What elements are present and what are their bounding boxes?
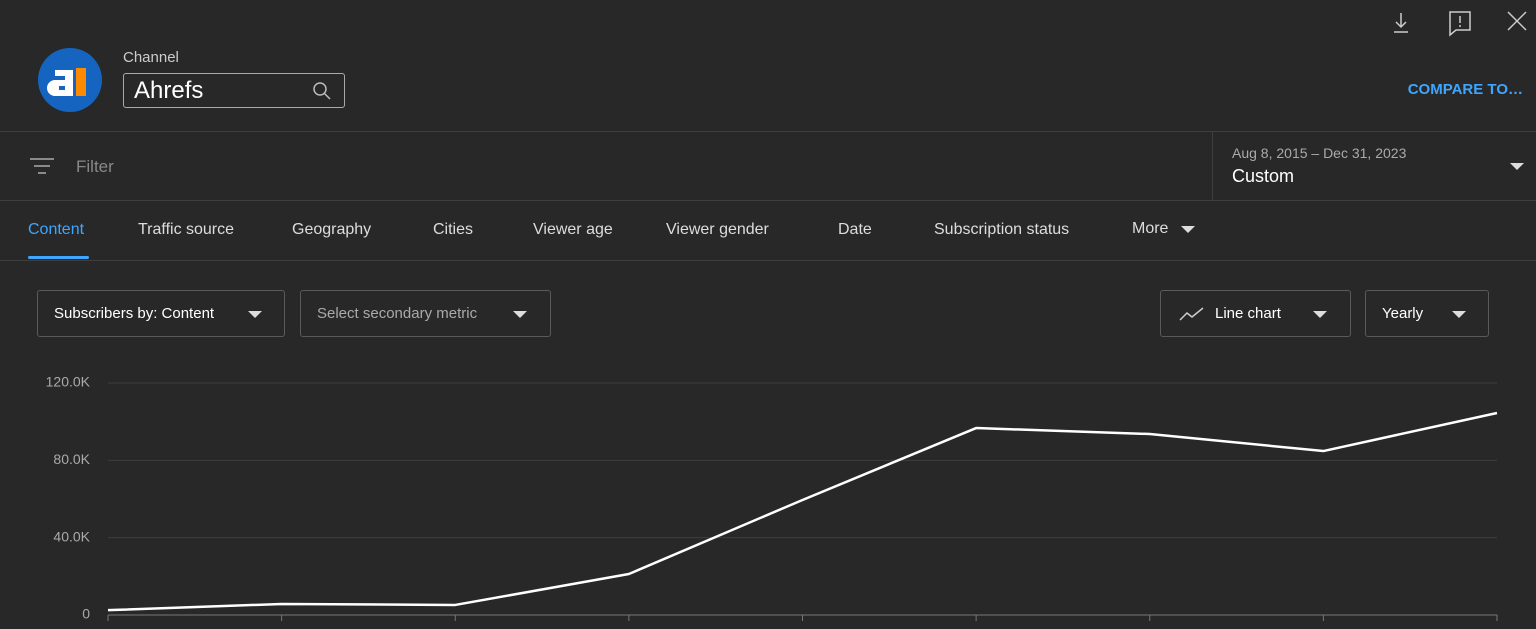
channel-avatar: [38, 48, 102, 112]
y-tick-label: 120.0K: [46, 374, 91, 390]
date-range: Aug 8, 2015 – Dec 31, 2023: [1232, 145, 1407, 161]
caret: [248, 311, 262, 318]
divider: [0, 260, 1536, 261]
y-tick-label: 80.0K: [53, 451, 90, 467]
filter-icon[interactable]: [30, 156, 54, 176]
secondary-dropdown[interactable]: Select secondary metric: [300, 290, 551, 337]
y-tick-label: 40.0K: [53, 528, 90, 544]
search-icon[interactable]: [312, 81, 332, 101]
chart-type-label: Line chart: [1215, 305, 1281, 322]
filter-input[interactable]: Filter: [76, 157, 114, 176]
tab[interactable]: Geography: [292, 221, 372, 238]
window-icons: [1394, 11, 1527, 37]
date-preset[interactable]: Custom: [1232, 166, 1295, 186]
chart: 0 40.0K 80.0K 120.0K: [46, 374, 1498, 622]
channel-search[interactable]: Ahrefs: [123, 73, 345, 108]
divider: [0, 200, 1536, 201]
caret: [1452, 311, 1466, 318]
compare-button[interactable]: COMPARE TO…: [1407, 81, 1523, 98]
y-tick-label: 0: [82, 606, 90, 622]
caret: [1313, 311, 1327, 318]
caret: [513, 311, 527, 318]
period-dropdown[interactable]: Yearly: [1365, 290, 1489, 337]
tab[interactable]: Traffic source: [138, 221, 235, 238]
divider: [0, 131, 1536, 132]
channel-name: Ahrefs: [134, 77, 204, 104]
feedback-icon[interactable]: [1449, 11, 1471, 37]
tab[interactable]: Content: [28, 221, 85, 238]
active-tab-indicator: [28, 256, 89, 259]
tab[interactable]: Viewer gender: [666, 221, 769, 238]
tab[interactable]: Viewer age: [533, 221, 613, 238]
date-caret[interactable]: [1510, 163, 1524, 170]
chart-type-dropdown[interactable]: Line chart: [1160, 290, 1351, 337]
tab[interactable]: Date: [838, 221, 872, 238]
tab[interactable]: Subscription status: [934, 221, 1070, 238]
channel-label: Channel: [123, 49, 179, 66]
secondary-label: Select secondary metric: [317, 305, 478, 322]
metric-dropdown[interactable]: Subscribers by: Content: [37, 290, 285, 337]
divider: [1212, 132, 1213, 200]
more-tab[interactable]: More: [1132, 220, 1169, 237]
metric-label: Subscribers by: Content: [54, 305, 215, 322]
line-chart-icon: [1179, 306, 1204, 321]
close-icon[interactable]: [1507, 11, 1527, 31]
download-icon[interactable]: [1394, 13, 1408, 33]
data-line: [107, 411, 1498, 612]
tab[interactable]: Cities: [433, 221, 474, 238]
more-caret[interactable]: [1181, 226, 1195, 233]
period-label: Yearly: [1382, 305, 1424, 322]
